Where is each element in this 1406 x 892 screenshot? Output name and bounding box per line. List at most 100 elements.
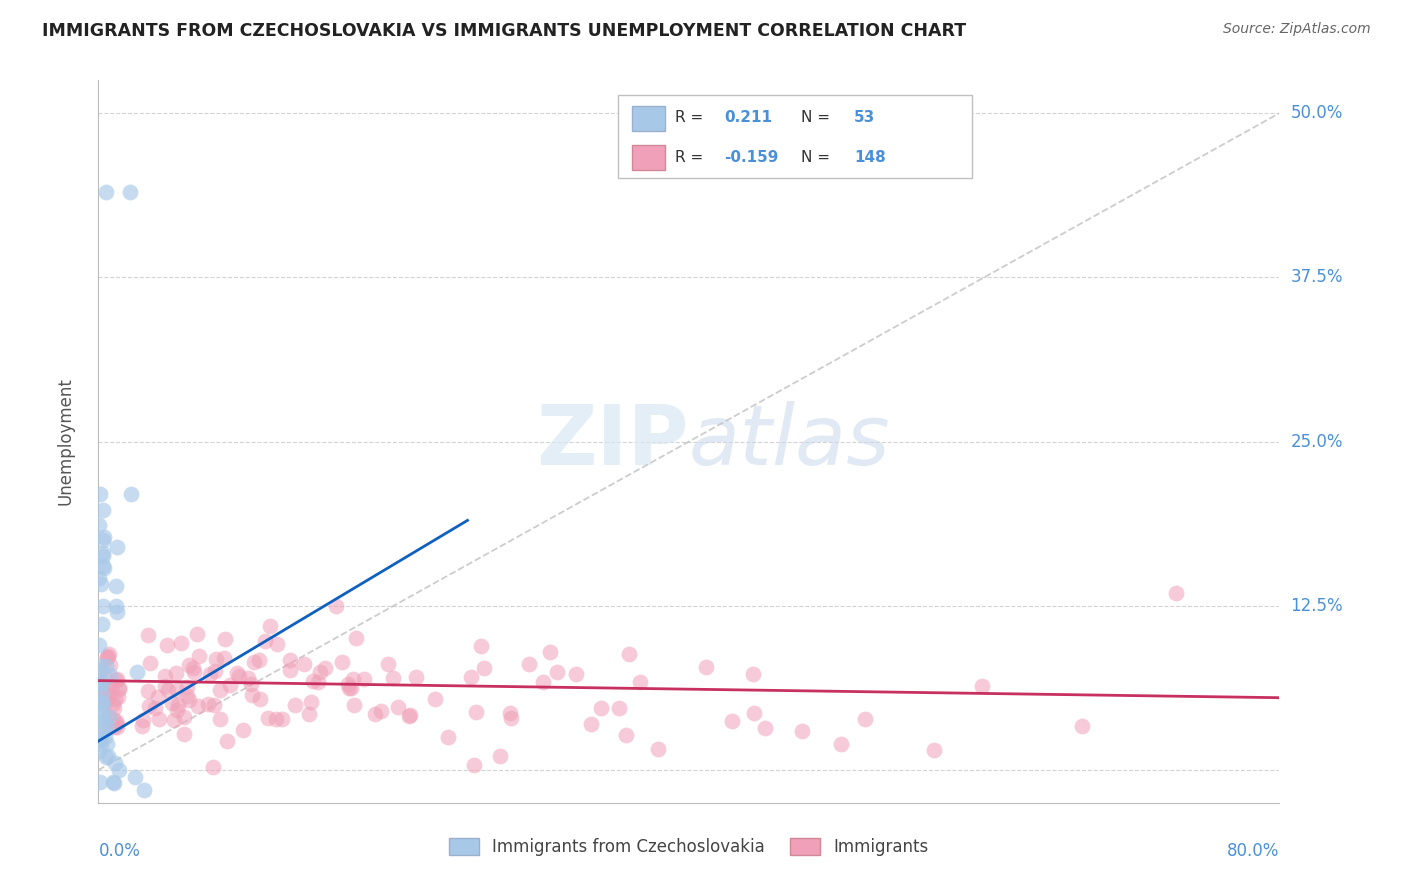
Point [94,687,117,701]
Text: 53: 53 [855,111,876,126]
Point [339,681,361,695]
Point [96,651,118,665]
Point [344,631,367,645]
Point [97,710,120,724]
Point [100,680,122,694]
Point [1071,719,1094,733]
Point [96,737,118,751]
Point [214,650,236,665]
Point [619,647,641,661]
Point [162,696,184,710]
Point [131,719,153,733]
Point [89,775,111,789]
Point [163,713,186,727]
Point [89,487,111,501]
Bar [633,106,665,131]
Point [377,657,399,671]
Point [101,698,124,712]
Point [387,700,409,714]
Point [146,690,169,705]
Point [579,717,602,731]
FancyBboxPatch shape [619,95,973,178]
Text: 37.5%: 37.5% [1291,268,1343,286]
Point [104,673,127,687]
Point [89,733,111,747]
Point [460,670,482,684]
Point [125,665,148,679]
Point [284,698,307,713]
Text: N =: N = [801,150,835,164]
Point [87,674,110,689]
Point [105,605,128,619]
Point [104,579,127,593]
Point [741,666,763,681]
Point [972,679,994,693]
Point [155,679,177,693]
Point [301,673,323,688]
Point [214,632,236,647]
Point [721,714,744,728]
Point [198,666,221,681]
Point [105,720,128,734]
Point [259,619,281,633]
Point [253,634,276,648]
Point [470,639,492,653]
Point [173,710,195,724]
Point [153,669,176,683]
Point [204,652,226,666]
Point [264,712,287,726]
Point [463,758,485,772]
Point [240,677,263,691]
Point [97,710,120,724]
Point [94,658,117,673]
Point [330,655,353,669]
Point [104,599,127,613]
Point [97,648,120,663]
Point [103,756,125,771]
Point [343,698,366,713]
Point [298,706,321,721]
Point [94,669,117,683]
Point [90,676,112,690]
Point [108,763,131,777]
Point [89,665,111,679]
Point [124,770,146,784]
Point [238,672,260,686]
Point [139,656,162,670]
Point [186,627,208,641]
Point [243,655,266,669]
Point [98,658,121,673]
Point [187,698,209,713]
Text: Source: ZipAtlas.com: Source: ZipAtlas.com [1223,22,1371,37]
Point [90,676,112,690]
Point [94,185,117,199]
Point [91,533,114,547]
Point [93,530,115,544]
Point [108,681,131,696]
Point [342,672,364,686]
Point [299,694,322,708]
Point [173,726,195,740]
Point [325,599,347,614]
Point [103,720,125,734]
Point [179,657,201,672]
Point [89,576,111,591]
Point [91,546,114,560]
Point [197,697,219,711]
Point [830,738,852,752]
Point [232,723,254,738]
Point [278,663,301,677]
Point [103,776,125,790]
Point [614,728,637,742]
Point [166,698,188,713]
Point [517,657,540,672]
Point [309,665,332,680]
Text: 25.0%: 25.0% [1291,433,1343,450]
Point [607,700,630,714]
Text: ZIP: ZIP [537,401,689,482]
Point [157,682,180,697]
Point [96,720,118,734]
Text: R =: R = [675,111,707,126]
Point [91,599,114,613]
Point [91,714,114,729]
